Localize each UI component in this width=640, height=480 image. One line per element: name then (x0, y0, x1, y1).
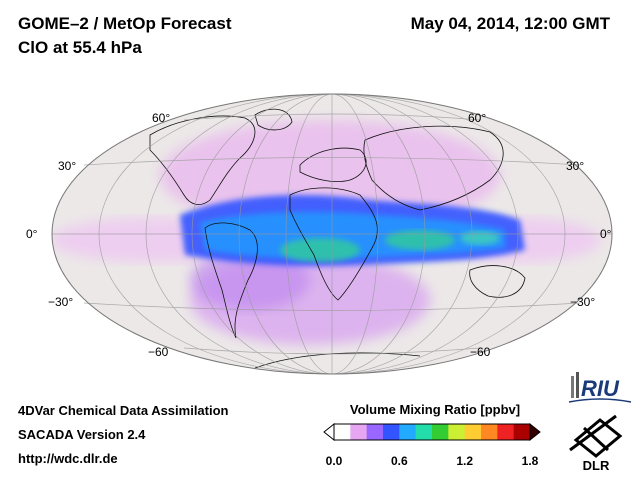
colorbar-cell (513, 424, 531, 440)
lat-label-left-60s: −60 (148, 345, 169, 359)
colorbar-tick-label: 1.8 (522, 454, 539, 468)
map-subtitle: ClO at 55.4 hPa (18, 38, 142, 57)
lat-label-right-30s: −30° (570, 295, 595, 309)
lat-label-right-30n: 30° (566, 159, 584, 173)
lat-label-left-0: 0° (26, 227, 38, 241)
colorbar-cell (415, 424, 433, 440)
colorbar: 0.0 0.6 1.2 1.8 (323, 422, 541, 468)
colorbar-tick-label: 1.2 (456, 454, 473, 468)
lat-label-right-0: 0° (600, 227, 612, 241)
riu-logo: RIU (568, 372, 632, 403)
colorbar-tick-label: 0.6 (391, 454, 408, 468)
colorbar-cell (334, 424, 351, 440)
colorbar-cell (497, 424, 515, 440)
colorbar-max-arrow (529, 422, 541, 442)
lat-label-left-30s: −30° (48, 295, 73, 309)
map-title: GOME–2 / MetOp Forecast (18, 14, 232, 33)
colorbar-cell (481, 424, 498, 440)
footer-url[interactable]: http://wdc.dlr.de (18, 451, 118, 466)
colorbar-cell (448, 424, 466, 440)
lat-label-right-60n: 60° (468, 111, 486, 125)
colorbar-cell (464, 424, 482, 440)
riu-logo-text: RIU (581, 376, 620, 401)
lat-label-left-30n: 30° (58, 159, 76, 173)
colorbar-cell (366, 424, 384, 440)
colorbar-min-arrow (323, 422, 335, 442)
dlr-logo-text: DLR (583, 458, 610, 472)
colorbar-title: Volume Mixing Ratio [ppbv] (349, 402, 521, 417)
forecast-datetime: May 04, 2014, 12:00 GMT (410, 14, 610, 33)
colorbar-cell (432, 424, 449, 440)
footer-method: 4DVar Chemical Data Assimilation (18, 403, 229, 418)
lat-label-left-60n: 60° (152, 111, 170, 125)
dlr-logo: DLR (569, 414, 623, 472)
colorbar-cell (383, 424, 400, 440)
lat-label-right-60s: −60 (470, 345, 491, 359)
footer-version: SACADA Version 2.4 (18, 427, 146, 442)
colorbar-cell (350, 424, 368, 440)
colorbar-tick-label: 0.0 (326, 454, 343, 468)
colorbar-cell (399, 424, 417, 440)
clo-field (52, 108, 600, 369)
